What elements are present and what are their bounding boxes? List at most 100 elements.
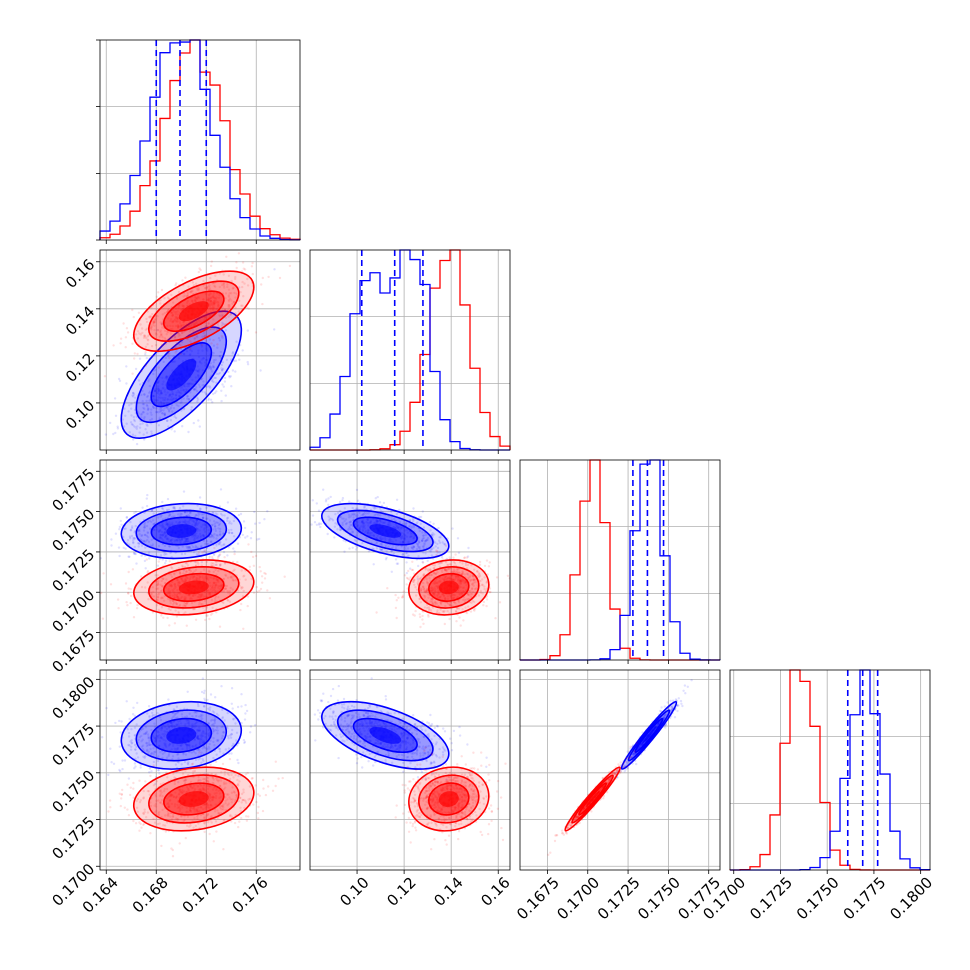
- sample-point-blue: [185, 545, 188, 548]
- sample-point-blue: [379, 510, 383, 513]
- sample-point-blue: [171, 391, 174, 394]
- sample-point-red: [433, 564, 437, 567]
- sample-point-blue: [362, 525, 366, 528]
- sample-point-blue: [126, 539, 130, 542]
- sample-point-blue: [200, 690, 204, 694]
- sample-point-red: [166, 296, 170, 299]
- sample-point-blue: [167, 355, 170, 358]
- sample-point-red: [169, 319, 172, 323]
- sample-point-blue: [101, 736, 104, 739]
- panel-3-0: [100, 670, 300, 870]
- sample-point-blue: [207, 397, 211, 400]
- sample-point-blue: [201, 335, 204, 338]
- sample-point-blue: [135, 442, 139, 446]
- sample-point-blue: [355, 507, 358, 510]
- sample-point-red: [217, 584, 220, 588]
- sample-point-red: [418, 578, 421, 581]
- sample-point-blue: [213, 522, 216, 525]
- sample-point-red: [198, 601, 201, 604]
- sample-point-blue: [202, 723, 205, 726]
- sample-point-blue: [183, 352, 186, 356]
- sample-point-blue: [157, 379, 160, 382]
- sample-point-blue: [137, 529, 141, 532]
- sample-point-red: [222, 577, 226, 581]
- sample-point-blue: [366, 532, 369, 535]
- sample-point-red: [202, 568, 206, 571]
- sample-point-red: [246, 284, 250, 287]
- sample-point-blue: [198, 360, 202, 363]
- sample-point-red: [432, 566, 435, 570]
- sample-point-red: [184, 604, 187, 608]
- sample-point-red: [464, 563, 468, 567]
- sample-point-red: [240, 569, 243, 572]
- sample-point-red: [200, 593, 203, 596]
- sample-point-red: [195, 282, 198, 285]
- sample-point-blue: [249, 725, 253, 728]
- sample-point-blue: [152, 400, 156, 403]
- sample-point-red: [191, 299, 194, 302]
- sample-point-blue: [417, 564, 420, 568]
- sample-point-blue: [348, 527, 351, 530]
- sample-point-blue: [430, 533, 433, 536]
- sample-point-red: [188, 568, 191, 571]
- sample-point-blue: [390, 550, 393, 553]
- sample-point-blue: [379, 514, 382, 517]
- sample-point-blue: [422, 545, 425, 548]
- sample-point-red: [259, 587, 263, 591]
- sample-point-blue: [131, 433, 135, 436]
- sample-point-red: [450, 595, 453, 598]
- sample-point-blue: [411, 517, 415, 521]
- sample-point-blue: [154, 368, 157, 371]
- sample-point-blue: [215, 534, 218, 537]
- sample-point-blue: [273, 328, 276, 331]
- sample-point-blue: [221, 361, 225, 364]
- sample-point-red: [197, 288, 200, 291]
- sample-point-blue: [105, 706, 108, 710]
- sample-point-blue: [127, 410, 130, 413]
- sample-point-red: [444, 561, 448, 564]
- sample-point-blue: [142, 417, 146, 420]
- sample-point-blue: [421, 531, 424, 534]
- sample-point-blue: [147, 408, 150, 411]
- sample-point-blue: [167, 538, 170, 541]
- sample-point-red: [474, 581, 477, 584]
- sample-point-blue: [143, 415, 146, 419]
- sample-point-red: [156, 574, 159, 577]
- sample-point-blue: [196, 396, 199, 399]
- sample-point-red: [262, 787, 265, 790]
- sample-point-red: [173, 587, 176, 590]
- sample-point-blue: [250, 531, 253, 534]
- sample-point-red: [441, 610, 444, 613]
- sample-point-red: [254, 784, 257, 787]
- sample-point-blue: [195, 524, 198, 527]
- sample-point-blue: [153, 750, 156, 754]
- sample-point-blue: [227, 370, 230, 374]
- sample-point-red: [149, 327, 153, 330]
- sample-point-red: [210, 562, 213, 565]
- sample-point-red: [159, 321, 162, 324]
- sample-point-red: [119, 804, 123, 808]
- sample-point-red: [175, 317, 178, 320]
- sample-point-blue: [117, 546, 121, 549]
- sample-point-blue: [163, 530, 167, 534]
- sample-point-blue: [419, 522, 422, 526]
- sample-point-red: [176, 319, 179, 322]
- sample-point-red: [423, 590, 426, 593]
- sample-point-blue: [182, 408, 186, 411]
- sample-point-red: [171, 314, 174, 317]
- sample-point-red: [446, 601, 449, 604]
- sample-point-red: [468, 576, 471, 579]
- sample-point-red: [237, 310, 240, 313]
- sample-point-blue: [175, 403, 178, 407]
- sample-point-blue: [371, 547, 374, 550]
- sample-point-red: [159, 583, 162, 586]
- sample-point-red: [195, 321, 198, 324]
- sample-point-blue: [163, 735, 166, 738]
- sample-point-blue: [164, 527, 167, 531]
- sample-point-red: [146, 581, 149, 584]
- sample-point-red: [458, 578, 462, 581]
- sample-point-blue: [143, 438, 146, 441]
- sample-point-blue: [142, 433, 145, 436]
- sample-point-red: [246, 595, 250, 598]
- sample-point-blue: [224, 748, 227, 751]
